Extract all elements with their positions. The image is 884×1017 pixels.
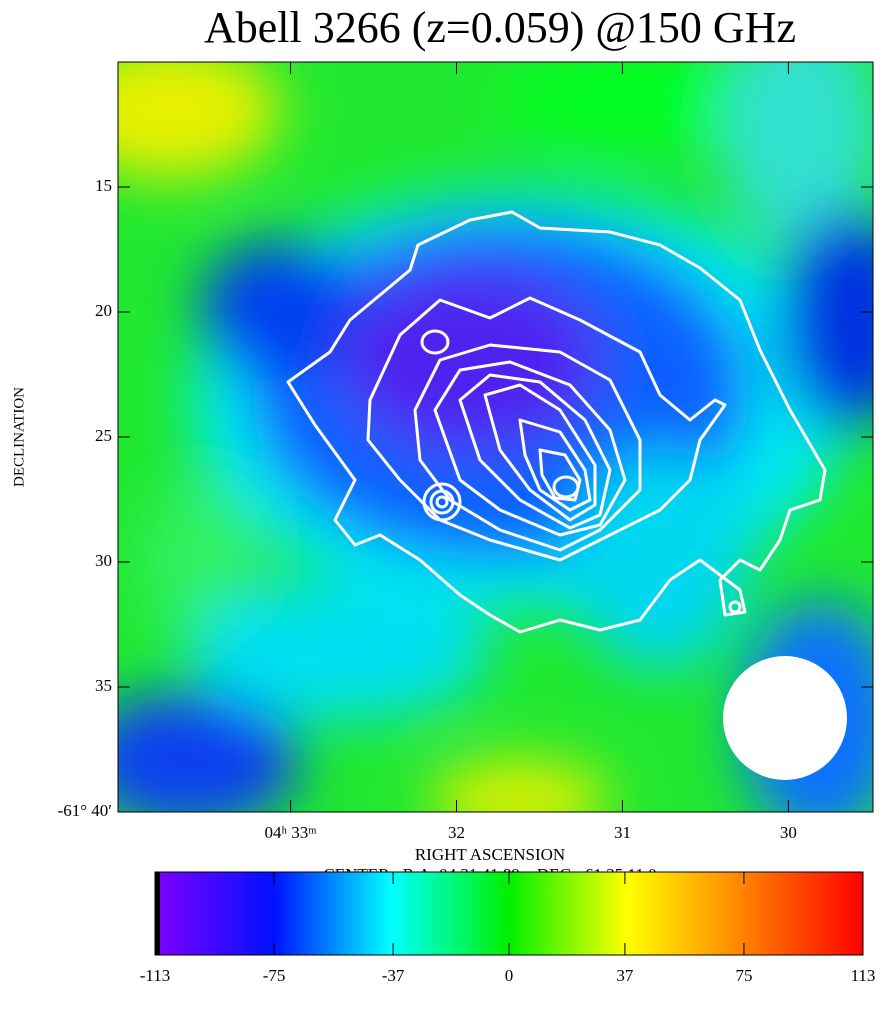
y-tick-label: 15 [95, 176, 112, 195]
colorbar-tick-label: -113 [140, 966, 171, 985]
colorbar-tick-label: 75 [735, 966, 752, 985]
y-tick-label: 35 [95, 676, 112, 695]
x-tick-label: 30 [780, 823, 797, 842]
colorbar-tick-label: -37 [382, 966, 405, 985]
x-tick-label: 32 [448, 823, 465, 842]
y-tick-label: 25 [95, 426, 112, 445]
beam [723, 656, 847, 780]
y-tick-label: 30 [95, 551, 112, 570]
colorbar-tick-label: 0 [505, 966, 514, 985]
x-tick-label: 31 [614, 823, 631, 842]
map [60, 10, 884, 840]
colorbar [155, 872, 863, 955]
colorbar-tick-label: 37 [616, 966, 634, 985]
colorbar-tick-label: -75 [263, 966, 286, 985]
colorbar-end [155, 872, 160, 955]
colorbar-tick-label: 113 [851, 966, 876, 985]
y-axis-label: DECLINATION [11, 387, 27, 487]
x-axis-label: RIGHT ASCENSION [415, 845, 565, 864]
y-tick-label: -61° 40′ [58, 801, 112, 820]
chart-title: Abell 3266 (z=0.059) @150 GHz [204, 3, 796, 52]
y-tick-label: 20 [95, 301, 112, 320]
x-tick-label: 04ʰ 33ᵐ [265, 823, 317, 842]
chart: Abell 3266 (z=0.059) @150 GHz [0, 0, 884, 1017]
